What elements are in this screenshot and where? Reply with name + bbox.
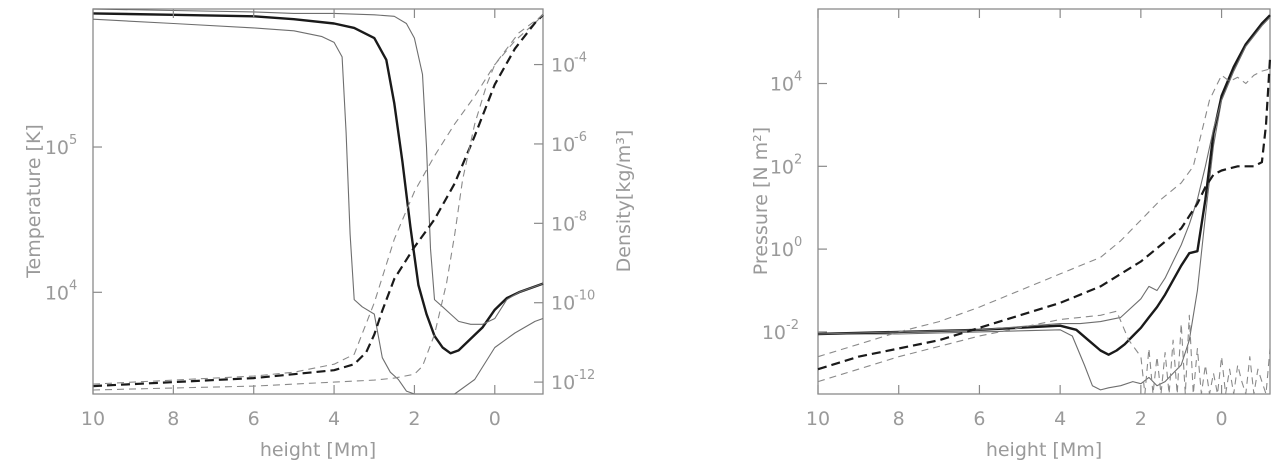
x-tick-label: 10: [806, 408, 830, 430]
right-x-ticks: 10 8 6 4 2 0: [806, 9, 1228, 430]
y-tick-exp: 4: [794, 70, 802, 85]
series-line-1-5: [817, 310, 1271, 395]
y-tick-label: 10 2: [770, 152, 802, 178]
series-line-0-1: [92, 12, 544, 355]
x-tick-label: 4: [328, 408, 340, 430]
x-tick-label: 0: [1216, 408, 1228, 430]
y2-tick-exp: -4: [574, 51, 587, 66]
y-tick-base: 10: [45, 137, 69, 159]
series-line-1-0: [818, 16, 1271, 391]
y2-tick-exp: -12: [574, 368, 595, 383]
y-tick-label: 10 0: [770, 235, 802, 261]
y2-tick-base: 10: [551, 55, 575, 77]
x-tick-label: 10: [81, 408, 105, 430]
y-tick-exp: 0: [794, 235, 802, 250]
x-tick-label: 0: [489, 408, 501, 430]
right-series-group: [817, 14, 1272, 395]
x-tick-label: 4: [1054, 408, 1066, 430]
y2-tick-base: 10: [551, 213, 575, 235]
y-tick-label: 10 5: [45, 133, 77, 159]
y2-tick-base: 10: [551, 372, 575, 394]
x-tick-label: 2: [1135, 408, 1147, 430]
y-tick-base: 10: [770, 74, 794, 96]
y-tick-exp: 2: [794, 152, 802, 167]
series-line-0-4: [92, 14, 544, 388]
x-tick-label: 2: [408, 408, 420, 430]
left-y2-axis-label: Density[kg/m³]: [613, 130, 635, 273]
left-x-ticks: 10 8 6 4 2 0: [81, 9, 501, 430]
y2-tick-exp: -10: [574, 289, 595, 304]
series-line-1-2: [817, 16, 1271, 335]
y2-tick-exp: -8: [574, 209, 587, 224]
y2-tick-base: 10: [551, 293, 575, 315]
series-line-1-4: [817, 58, 1272, 371]
series-line-0-5: [92, 14, 544, 391]
x-tick-label: 6: [248, 408, 260, 430]
series-line-1-1: [817, 14, 1271, 356]
left-x-axis-label: height [Mm]: [260, 439, 376, 461]
left-series-group: [92, 8, 544, 395]
series-line-1-3: [817, 68, 1271, 358]
x-tick-label: 6: [973, 408, 985, 430]
y2-tick-base: 10: [551, 134, 575, 156]
series-line-0-0: [92, 18, 544, 395]
series-line-0-3: [92, 14, 544, 385]
x-tick-label: 8: [167, 408, 179, 430]
y-tick-label: 10 4: [45, 278, 77, 304]
right-y-axis-label: Pressure [N m²]: [750, 127, 772, 275]
y2-tick-exp: -6: [574, 130, 587, 145]
y-tick-base: 10: [770, 239, 794, 261]
right-plot-frame: [817, 8, 1271, 395]
y-tick-label: 10 -2: [762, 318, 799, 344]
left-plot-frame: [92, 8, 544, 395]
left-y-axis-label: Temperature [K]: [23, 124, 45, 279]
x-tick-label: 8: [893, 408, 905, 430]
y-tick-label: 10 4: [770, 70, 802, 96]
y-tick-exp: 4: [69, 278, 77, 293]
y-tick-base: 10: [45, 282, 69, 304]
series-line-0-2: [92, 8, 544, 325]
y-tick-base: 10: [770, 156, 794, 178]
y-tick-exp: -2: [786, 318, 799, 333]
y-tick-exp: 5: [69, 133, 77, 148]
right-x-axis-label: height [Mm]: [986, 439, 1102, 461]
y-tick-base: 10: [762, 322, 786, 344]
